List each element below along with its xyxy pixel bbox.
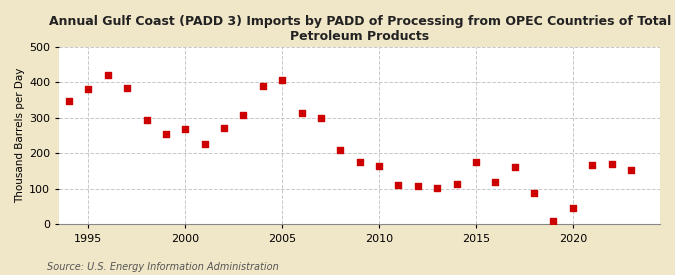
Point bbox=[354, 160, 365, 164]
Point bbox=[587, 163, 597, 167]
Point bbox=[529, 190, 539, 195]
Point bbox=[335, 148, 346, 152]
Point bbox=[470, 160, 481, 164]
Point bbox=[374, 164, 385, 168]
Point bbox=[568, 206, 578, 210]
Point bbox=[199, 141, 210, 146]
Point bbox=[180, 127, 190, 131]
Title: Annual Gulf Coast (PADD 3) Imports by PADD of Processing from OPEC Countries of : Annual Gulf Coast (PADD 3) Imports by PA… bbox=[49, 15, 671, 43]
Point bbox=[490, 179, 501, 184]
Point bbox=[257, 84, 268, 88]
Point bbox=[626, 168, 637, 172]
Point bbox=[63, 99, 74, 103]
Point bbox=[315, 116, 326, 120]
Point bbox=[83, 87, 94, 91]
Point bbox=[412, 184, 423, 188]
Point bbox=[296, 111, 307, 116]
Point bbox=[219, 126, 230, 130]
Point bbox=[432, 186, 443, 190]
Point bbox=[509, 164, 520, 169]
Point bbox=[451, 182, 462, 186]
Point bbox=[606, 162, 617, 166]
Point bbox=[393, 183, 404, 188]
Point bbox=[122, 86, 132, 91]
Text: Source: U.S. Energy Information Administration: Source: U.S. Energy Information Administ… bbox=[47, 262, 279, 272]
Y-axis label: Thousand Barrels per Day: Thousand Barrels per Day bbox=[15, 68, 25, 204]
Point bbox=[141, 118, 152, 123]
Point bbox=[238, 113, 249, 117]
Point bbox=[103, 72, 113, 77]
Point bbox=[548, 219, 559, 223]
Point bbox=[161, 132, 171, 136]
Point bbox=[277, 77, 288, 82]
